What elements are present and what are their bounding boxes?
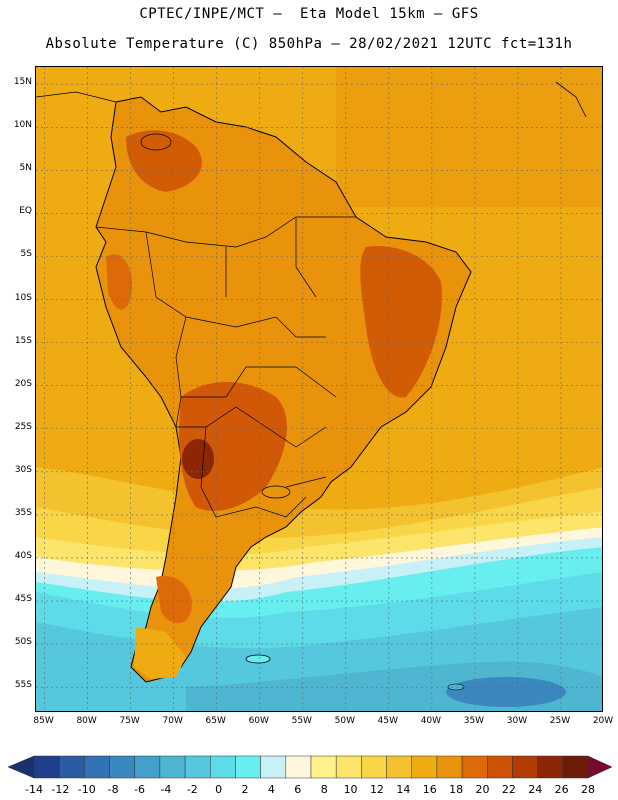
lon-tick-label: 55W: [291, 716, 312, 726]
lat-tick-label: 30S: [14, 464, 32, 475]
lat-tick-label: 45S: [14, 594, 32, 605]
colorbar-swatch: [184, 755, 211, 779]
lat-tick-label: 10N: [13, 120, 32, 131]
colorbar-swatch: [260, 755, 287, 779]
hot-region-andes: [106, 254, 132, 310]
lon-tick-label: 35W: [463, 716, 485, 726]
lon-tick-label: 75W: [119, 716, 140, 726]
colorbar-tick-label: 24: [528, 783, 543, 796]
colorbar-tick-label: 8: [320, 783, 328, 796]
colorbar-tick-label: -14: [25, 783, 43, 796]
colorbar-tick-label: 14: [396, 783, 411, 796]
lon-tick-label: 25W: [549, 716, 571, 726]
hot-region-northeast-brazil: [360, 246, 442, 398]
colorbar-tick-label: 18: [449, 783, 464, 796]
colorbar-swatch: [512, 755, 538, 779]
colorbar-swatch: [411, 755, 438, 779]
country-borders: [95, 133, 356, 518]
lon-tick-label: 80W: [76, 716, 97, 726]
colorbar-high-cap: [587, 755, 613, 779]
colorbar-tick-label: 6: [294, 783, 302, 796]
lon-tick-label: 50W: [334, 716, 355, 726]
colorbar-swatch: [386, 755, 412, 779]
temperature-map: [35, 66, 603, 712]
colorbar-tick-label: -12: [51, 783, 70, 796]
hottest-spot-argentina: [182, 439, 214, 479]
colorbar-swatch: [487, 755, 513, 779]
colorbar-tick-label: -2: [186, 783, 198, 796]
colorbar-swatch: [436, 755, 463, 779]
lat-tick-label: EQ: [19, 206, 32, 217]
colorbar-swatch: [537, 755, 564, 779]
lat-tick-label: 55S: [14, 680, 32, 691]
north-atlantic-warm-band: [336, 67, 602, 207]
falklands-islands: [245, 654, 271, 664]
lesser-antilles: [555, 81, 587, 118]
lat-tick-label: 40S: [14, 550, 32, 561]
colorbar-tick-label: 22: [501, 783, 516, 796]
lon-tick-label: 45W: [377, 716, 399, 726]
colorbar-tick-label: 26: [554, 783, 569, 796]
lat-tick-label: 25S: [14, 421, 32, 432]
colorbar-tick-label: 16: [422, 783, 437, 796]
colorbar-tick-label: 28: [581, 783, 595, 796]
colorbar-swatch: [361, 755, 387, 779]
lon-tick-label: 60W: [248, 716, 269, 726]
lon-tick-label: 85W: [33, 716, 54, 726]
colorbar-tick-label: 12: [369, 783, 384, 796]
colorbar-low-cap: [7, 755, 35, 779]
caribbean-coastline: [36, 91, 117, 103]
chart-title-line2: Absolute Temperature (C) 850hPa – 28/02/…: [45, 36, 573, 52]
colorbar-tick-label: 20: [475, 783, 490, 796]
colorbar-tick-label: 10: [343, 783, 358, 796]
lon-tick-label: 65W: [205, 716, 226, 726]
lon-tick-label: 20W: [592, 716, 614, 726]
colorbar-tick-label: -8: [107, 783, 119, 796]
lon-tick-label: 70W: [162, 716, 183, 726]
colorbar-tick-label: -6: [134, 783, 145, 796]
lat-tick-label: 15S: [14, 335, 32, 346]
lat-tick-label: 50S: [14, 637, 32, 648]
hot-region-north: [126, 130, 202, 192]
lat-tick-label: 10S: [14, 292, 32, 303]
colorbar-tick-label: -10: [77, 783, 96, 796]
lon-tick-label: 40W: [420, 716, 442, 726]
lat-tick-label: 20S: [14, 378, 32, 389]
colorbar-swatch: [310, 755, 337, 779]
colorbar-tick-label: 2: [241, 783, 249, 796]
colorbar-tick-label: 0: [215, 783, 223, 796]
colorbar-swatch: [159, 755, 186, 779]
colorbar-swatch: [335, 755, 362, 779]
southern-tip-land: [134, 627, 186, 679]
colorbar-swatch: [562, 755, 589, 779]
colorbar-swatch: [235, 755, 261, 779]
south-america-landmass: [95, 96, 472, 683]
colorbar-swatch: [285, 755, 312, 779]
colorbar-swatch: [58, 755, 85, 779]
colorbar-swatch: [210, 755, 236, 779]
temperature-colorbar: [7, 755, 613, 779]
lat-tick-label: 5S: [20, 249, 32, 260]
lat-tick-label: 15N: [13, 77, 32, 88]
colorbar-tick-label: 4: [267, 783, 275, 796]
lat-tick-label: 5N: [19, 163, 32, 174]
lat-tick-label: 35S: [14, 507, 32, 518]
cold-patch-south: [446, 677, 566, 707]
colorbar-swatch: [461, 755, 488, 779]
colorbar-swatch: [109, 755, 135, 779]
lon-tick-label: 30W: [506, 716, 528, 726]
map-canvas: [36, 67, 602, 711]
hot-region-patagonia: [156, 576, 192, 624]
colorbar-swatch: [134, 755, 161, 779]
colorbar-tick-label: -4: [160, 783, 172, 796]
colorbar-swatch: [84, 755, 110, 779]
chart-title-line1: CPTEC/INPE/MCT – Eta Model 15km – GFS: [139, 6, 479, 22]
colorbar-swatch: [33, 755, 60, 779]
